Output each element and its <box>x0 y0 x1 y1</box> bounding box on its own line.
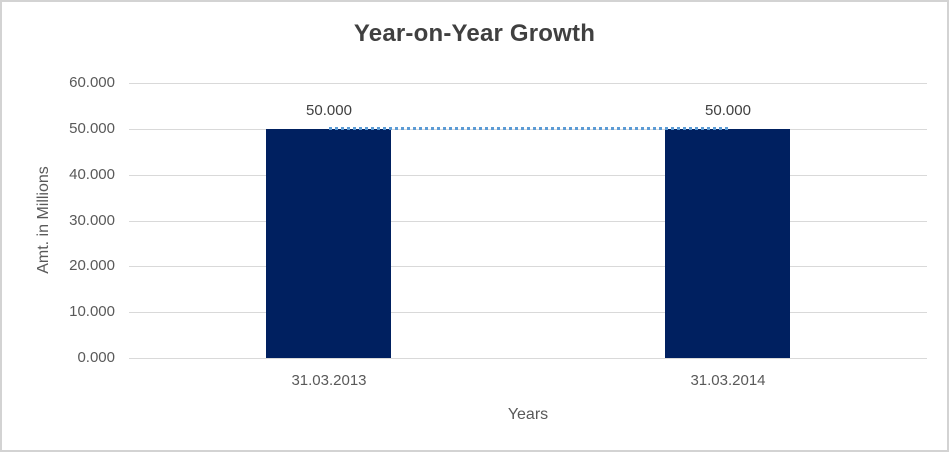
bar-31.03.2013 <box>266 129 391 358</box>
gridline <box>129 83 927 84</box>
y-tick-label: 30.000 <box>69 212 115 229</box>
data-label: 50.000 <box>306 102 352 119</box>
gridline <box>129 312 927 313</box>
y-tick-label: 60.000 <box>69 74 115 91</box>
chart-title: Year-on-Year Growth <box>353 20 596 47</box>
data-label: 50.000 <box>705 102 751 119</box>
y-tick-label: 40.000 <box>69 166 115 183</box>
bar-31.03.2014 <box>665 129 790 358</box>
x-axis-title: Years <box>507 406 549 423</box>
plot-area <box>129 83 927 359</box>
trendline-dotted-connector <box>329 127 728 130</box>
y-tick-label: 50.000 <box>69 120 115 137</box>
y-tick-label: 0.000 <box>77 349 115 366</box>
y-tick-label: 20.000 <box>69 257 115 274</box>
gridline <box>129 221 927 222</box>
y-tick-label: 10.000 <box>69 303 115 320</box>
gridline <box>129 175 927 176</box>
x-category-label: 31.03.2014 <box>690 372 766 389</box>
x-category-label: 31.03.2013 <box>291 372 367 389</box>
gridline <box>129 266 927 267</box>
gridline <box>129 358 927 359</box>
